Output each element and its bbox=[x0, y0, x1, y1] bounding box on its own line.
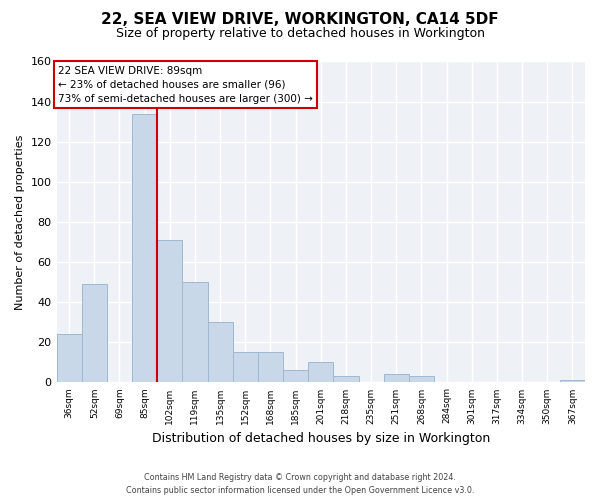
Text: 22, SEA VIEW DRIVE, WORKINGTON, CA14 5DF: 22, SEA VIEW DRIVE, WORKINGTON, CA14 5DF bbox=[101, 12, 499, 28]
Bar bbox=[409, 376, 434, 382]
Y-axis label: Number of detached properties: Number of detached properties bbox=[15, 134, 25, 310]
Bar bbox=[182, 282, 208, 382]
Text: Size of property relative to detached houses in Workington: Size of property relative to detached ho… bbox=[115, 28, 485, 40]
Bar bbox=[383, 374, 409, 382]
Bar bbox=[233, 352, 258, 382]
Bar bbox=[258, 352, 283, 382]
Bar bbox=[82, 284, 107, 382]
Bar bbox=[283, 370, 308, 382]
Text: 22 SEA VIEW DRIVE: 89sqm
← 23% of detached houses are smaller (96)
73% of semi-d: 22 SEA VIEW DRIVE: 89sqm ← 23% of detach… bbox=[58, 66, 313, 104]
Bar bbox=[308, 362, 334, 382]
Bar bbox=[56, 334, 82, 382]
Bar bbox=[560, 380, 585, 382]
X-axis label: Distribution of detached houses by size in Workington: Distribution of detached houses by size … bbox=[152, 432, 490, 445]
Text: Contains HM Land Registry data © Crown copyright and database right 2024.
Contai: Contains HM Land Registry data © Crown c… bbox=[126, 473, 474, 495]
Bar bbox=[132, 114, 157, 382]
Bar bbox=[334, 376, 359, 382]
Bar bbox=[208, 322, 233, 382]
Bar bbox=[157, 240, 182, 382]
